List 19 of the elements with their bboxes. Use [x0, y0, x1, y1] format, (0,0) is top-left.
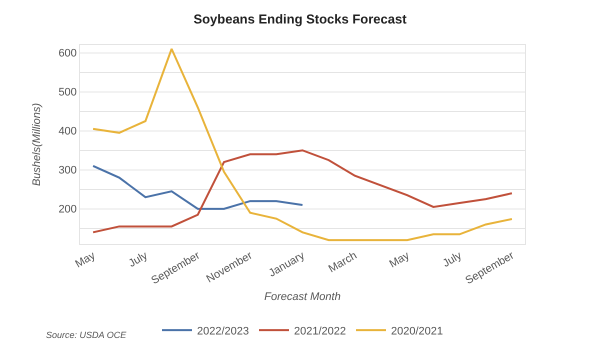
- y-tick-label: 500: [58, 86, 77, 99]
- chart-title: Soybeans Ending Stocks Forecast: [193, 11, 408, 26]
- x-axis-title: Forecast Month: [264, 291, 341, 304]
- line-series: [92, 164, 304, 210]
- y-tick-label: 300: [58, 164, 77, 177]
- legend-label: 2021/2022: [294, 325, 346, 338]
- x-tick-label: May: [73, 249, 98, 270]
- line-series: [92, 48, 513, 242]
- y-tick-label: 200: [58, 204, 77, 216]
- line-series: [92, 149, 513, 234]
- legend-label: 2022/2023: [197, 325, 249, 338]
- y-tick-label: 400: [58, 126, 77, 138]
- x-tick-label: July: [440, 249, 464, 270]
- source-note: Source: USDA OCE: [46, 330, 128, 340]
- y-tick-label: 600: [58, 48, 77, 60]
- y-axis-title: Bushels(Millions): [31, 102, 44, 186]
- legend-label: 2020/2021: [391, 325, 443, 338]
- x-tick-label: July: [126, 249, 150, 270]
- x-tick-label: May: [387, 249, 412, 270]
